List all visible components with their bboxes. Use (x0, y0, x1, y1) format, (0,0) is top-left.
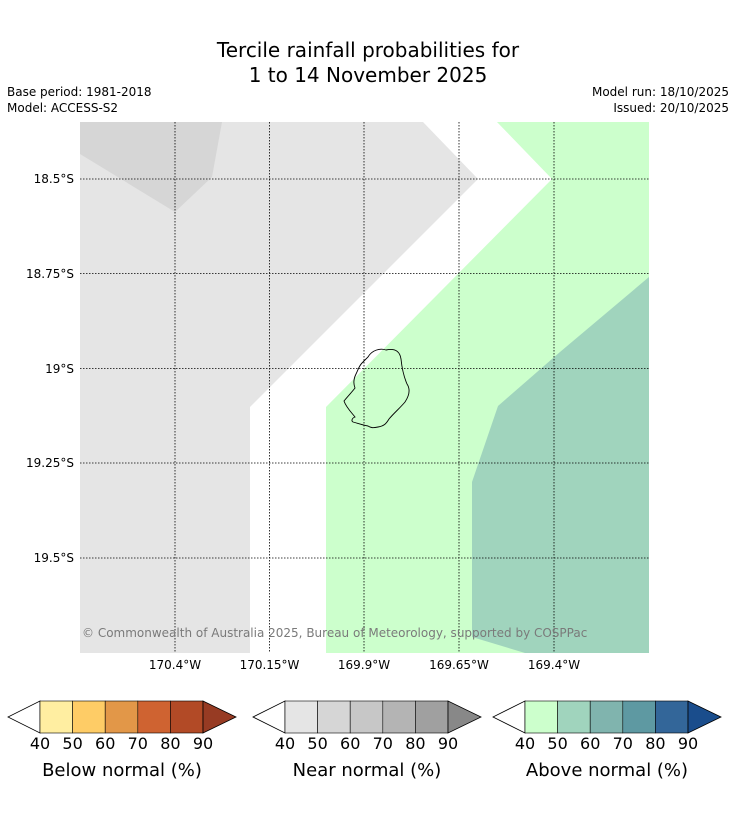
colorbar-above (492, 700, 722, 734)
legend-tick: 40 (29, 734, 51, 753)
legend-title-near: Near normal (%) (292, 760, 442, 781)
colorbar-segment (104, 700, 139, 734)
legend-tick: 80 (645, 734, 666, 753)
title-line-2: 1 to 14 November 2025 (248, 63, 488, 87)
legend-tick: 70 (372, 734, 393, 753)
legend-tick: 80 (405, 734, 426, 753)
lon-label-2: 170.15°W (239, 658, 300, 672)
legend-tick: 90 (192, 734, 214, 753)
colorbar-left-arrow (492, 700, 526, 734)
colorbar-segment (317, 700, 351, 734)
colorbar-segment (170, 700, 204, 734)
legend-tick: 50 (307, 734, 328, 753)
legend-tick: 60 (580, 734, 601, 753)
lat-label-2: 18.75°S (26, 266, 74, 281)
colorbar-segment (655, 700, 689, 734)
lat-label-4: 19.25°S (26, 456, 74, 470)
meta-right: Model run: 18/10/2025 Issued: 20/10/2025 (592, 84, 729, 116)
lat-label-3: 19°S (45, 361, 74, 376)
colorbar-segment (589, 700, 624, 734)
colorbar-segment (524, 700, 558, 734)
chart-title: Tercile rainfall probabilities for 1 to … (0, 38, 736, 88)
legend-tick: 50 (62, 734, 83, 753)
legend-tick: 40 (514, 734, 536, 753)
map-svg (80, 122, 649, 653)
colorbar-segment (415, 700, 449, 734)
legend-tick: 60 (340, 734, 361, 753)
colorbar-segment (557, 700, 591, 734)
legend-tick: 80 (160, 734, 181, 753)
legend-tick: 90 (677, 734, 699, 753)
lon-label-5: 169.4°W (527, 658, 581, 672)
island-coastline (343, 348, 410, 429)
colorbar-right-arrow (447, 700, 482, 734)
legend-below-normal: 40 50 60 70 80 90 Below normal (%) (7, 700, 237, 781)
colorbar-below (7, 700, 237, 734)
colorbar-segment (137, 700, 171, 734)
colorbar-segment (39, 700, 73, 734)
copyright-notice: © Commonwealth of Australia 2025, Bureau… (82, 626, 588, 640)
base-period: Base period: 1981-2018 (7, 85, 152, 99)
lat-label-5: 19.5°S (33, 551, 74, 565)
colorbar-segment (349, 700, 384, 734)
meta-left: Base period: 1981-2018 Model: ACCESS-S2 (7, 84, 152, 116)
near-normal-zone-mid (80, 122, 222, 212)
legend-tick: 70 (612, 734, 633, 753)
colorbar-segment (284, 700, 318, 734)
legend-tick: 60 (95, 734, 116, 753)
legend-tick: 40 (274, 734, 296, 753)
legend-title-below: Below normal (%) (42, 760, 202, 781)
above-normal-zone-mid (472, 277, 649, 653)
legend-tick: 90 (437, 734, 459, 753)
model-name: Model: ACCESS-S2 (7, 101, 119, 115)
legend-near-normal: 40 50 60 70 80 90 Near normal (%) (252, 700, 482, 781)
legend-tick: 70 (127, 734, 148, 753)
lon-label-3: 169.9°W (337, 658, 391, 672)
legend-above-normal: 40 50 60 70 80 90 Above normal (%) (492, 700, 722, 781)
lon-label-4: 169.65°W (429, 658, 489, 672)
colorbar-right-arrow (687, 700, 722, 734)
legend-ticks-near: 40 50 60 70 80 90 (252, 734, 482, 753)
colorbar-segment (382, 700, 416, 734)
legend-tick: 50 (547, 734, 568, 753)
colorbar-right-arrow (202, 700, 237, 734)
legend-ticks-below: 40 50 60 70 80 90 (7, 734, 237, 753)
legend-ticks-above: 40 50 60 70 80 90 (492, 734, 722, 753)
colorbar-near (252, 700, 482, 734)
near-normal-zone-light (80, 122, 478, 653)
colorbar-segment (622, 700, 656, 734)
title-line-1: Tercile rainfall probabilities for (216, 38, 520, 62)
issued-date: Issued: 20/10/2025 (613, 101, 729, 115)
colorbar-left-arrow (252, 700, 286, 734)
colorbar-left-arrow (7, 700, 41, 734)
lon-label-1: 170.4°W (148, 658, 202, 672)
colorbar-segment (72, 700, 106, 734)
map-area (80, 122, 649, 653)
model-run: Model run: 18/10/2025 (591, 85, 729, 99)
gridlines (80, 122, 649, 653)
lat-label-1: 18.5°S (33, 172, 74, 186)
legend-title-above: Above normal (%) (525, 760, 689, 781)
